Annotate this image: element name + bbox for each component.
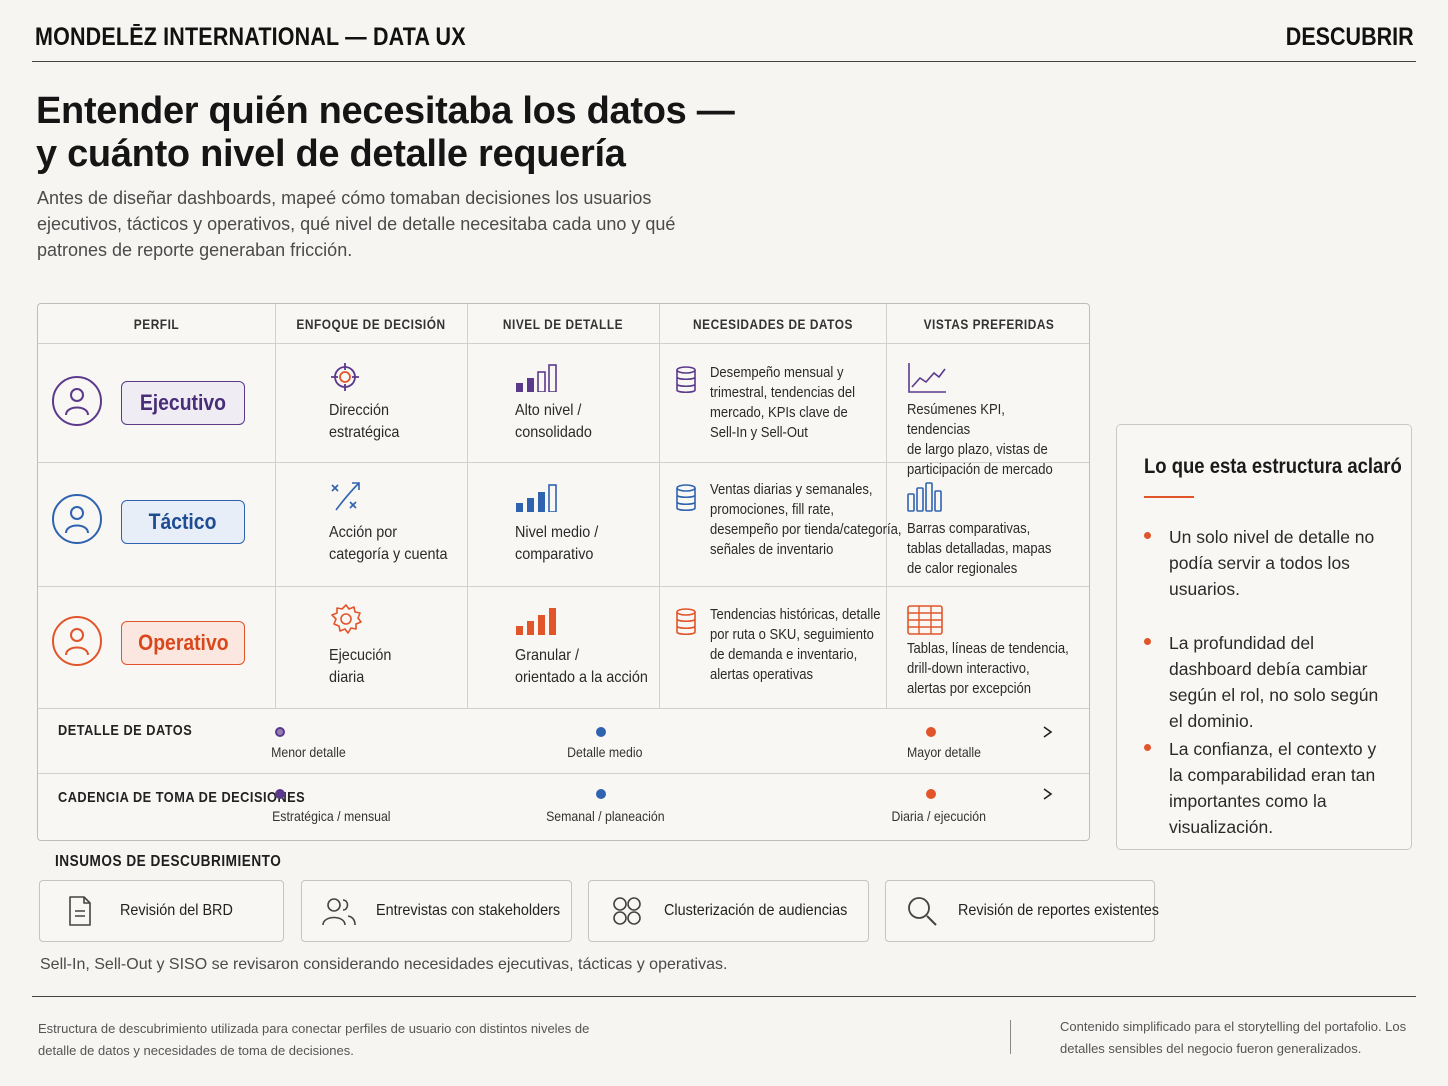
brand-title: MONDELĒZ INTERNATIONAL — DATA UX — [35, 23, 466, 51]
user-avatar-icon — [52, 616, 102, 666]
title-line-1: Entender quién necesitaba los datos — — [36, 90, 735, 132]
target-icon — [330, 362, 360, 397]
title-line-2: y cuánto nivel de detalle requería — [36, 133, 626, 175]
database-icon — [675, 484, 697, 517]
scale-label-cadencia: CADENCIA DE TOMA DE DECISIONES — [58, 789, 306, 806]
page-subtitle: Antes de diseñar dashboards, mapeé cómo … — [37, 188, 676, 260]
bullet-icon — [1144, 744, 1151, 751]
views-text: Tablas, líneas de tendencia, drill-down i… — [907, 641, 1069, 697]
table-icon — [907, 605, 943, 640]
role-badge-operativo: Operativo — [121, 621, 245, 665]
col-header-enfoque: ENFOQUE DE DECISIÓN — [296, 316, 446, 332]
tactics-arrow-icon — [330, 480, 362, 517]
grid-line — [467, 304, 468, 708]
views-text: Resúmenes KPI, tendencias de largo plazo,… — [907, 402, 1053, 478]
role-badge-ejecutivo: Ejecutivo — [121, 381, 245, 425]
detail-text: Nivel medio / comparativo — [515, 524, 599, 563]
footer-caption: Estructura de descubrimiento utilizada p… — [38, 1021, 590, 1058]
focus-text: Dirección estratégica — [329, 402, 400, 441]
col-header-necesidades: NECESIDADES DE DATOS — [693, 316, 853, 332]
user-avatar-icon — [52, 376, 102, 426]
inputs-note: Sell-In, Sell-Out y SISO se revisaron co… — [40, 956, 728, 973]
input-card-reports: Revisión de reportes existentes — [885, 880, 1159, 942]
grid-line — [38, 343, 1089, 344]
insight-item: La profundidad del dashboard debía cambi… — [1144, 630, 1394, 734]
col-header-nivel: NIVEL DE DETALLE — [502, 316, 624, 332]
detail-text: Granular / orientado a la acción — [515, 647, 648, 686]
insight-item: La confianza, el contexto y la comparabi… — [1144, 736, 1394, 840]
needs-text: Tendencias históricas, detalle por ruta o… — [710, 607, 881, 683]
accent-rule — [1144, 496, 1194, 498]
page-title: Entender quién necesitaba los datos — y … — [36, 90, 796, 176]
section-tag: DESCUBRIR — [1286, 23, 1414, 51]
input-card-clusters: Clusterización de audiencias — [588, 880, 869, 942]
grid-line — [38, 462, 1089, 463]
bars-low-icon — [516, 364, 558, 397]
focus-text: Ejecución diaria — [329, 647, 392, 686]
scale-tick: Semanal / planeación — [546, 808, 665, 824]
col-header-vistas: VISTAS PREFERIDAS — [923, 316, 1055, 332]
col-header-perfil: PERFIL — [133, 316, 180, 332]
user-avatar-icon — [52, 494, 102, 544]
database-icon — [675, 608, 697, 641]
bullet-icon — [1144, 532, 1151, 539]
clusters-icon — [609, 891, 644, 931]
focus-text: Acción por categoría y cuenta — [329, 524, 448, 563]
search-icon — [906, 891, 938, 931]
detail-scale-line — [275, 726, 1053, 738]
scale-tick: Detalle medio — [567, 744, 643, 760]
bars-high-icon — [516, 607, 558, 640]
grid-line — [38, 586, 1089, 587]
needs-text: Desempeño mensual y trimestral, tendencia… — [710, 365, 856, 441]
insight-item: Un solo nivel de detalle no podía servir… — [1144, 524, 1394, 602]
cadence-scale-line — [275, 788, 1053, 800]
profile-matrix: PERFIL ENFOQUE DE DECISIÓN NIVEL DE DETA… — [37, 303, 1090, 841]
insights-title: Lo que esta estructura aclaró — [1144, 455, 1402, 478]
line-chart-icon — [907, 362, 947, 399]
input-card-interviews: Entrevistas con stakeholders — [301, 880, 572, 942]
footer-separator — [1010, 1020, 1011, 1054]
page-header: MONDELĒZ INTERNATIONAL — DATA UX DESCUBR… — [32, 18, 1416, 62]
needs-text: Ventas diarias y semanales, promociones, … — [710, 482, 902, 558]
gear-icon — [330, 603, 362, 640]
input-card-brd: Revisión del BRD — [39, 880, 284, 942]
detail-text: Alto nivel / consolidado — [515, 402, 592, 441]
scale-tick: Diaria / ejecución — [891, 808, 986, 824]
footer-disclaimer: Contenido simplificado para el storytell… — [1060, 1019, 1407, 1056]
views-text: Barras comparativas, tablas detalladas, m… — [907, 521, 1052, 577]
grid-line — [659, 304, 660, 708]
grid-line — [38, 773, 1089, 774]
role-badge-tactico: Táctico — [121, 500, 245, 544]
insights-card: Lo que esta estructura aclaró Un solo ni… — [1116, 424, 1412, 850]
footer-divider — [32, 996, 1416, 997]
scale-label-detalle: DETALLE DE DATOS — [58, 722, 193, 739]
scale-tick: Menor detalle — [271, 744, 346, 760]
grid-line — [38, 708, 1089, 709]
grid-line — [886, 304, 887, 708]
database-icon — [675, 366, 697, 399]
grid-line — [275, 304, 276, 708]
bar-chart-icon — [907, 482, 943, 517]
scale-tick: Mayor detalle — [907, 744, 982, 760]
bars-medium-icon — [516, 484, 558, 517]
document-icon — [60, 891, 100, 931]
scale-tick: Estratégica / mensual — [272, 808, 391, 824]
bullet-icon — [1144, 638, 1151, 645]
users-icon — [322, 891, 356, 931]
inputs-title: INSUMOS DE DESCUBRIMIENTO — [55, 853, 282, 870]
